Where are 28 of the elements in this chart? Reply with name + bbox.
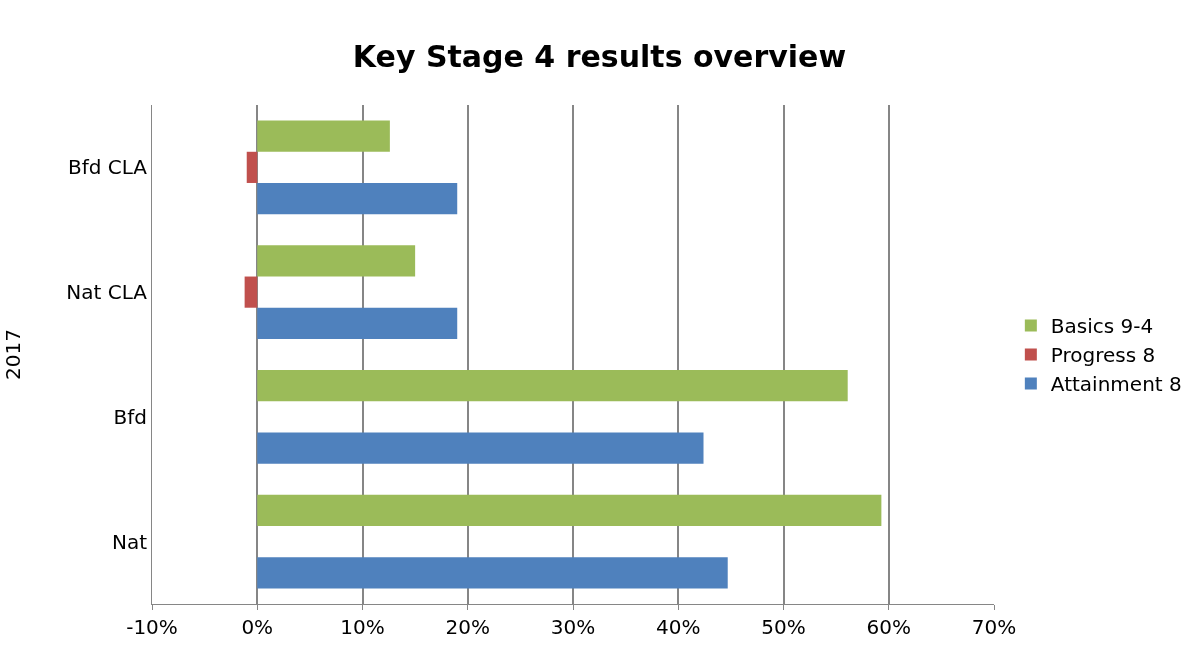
x-tick-label: 0% bbox=[241, 615, 274, 639]
x-tick-label: -10% bbox=[126, 615, 178, 639]
y-tick-label: Nat bbox=[111, 529, 148, 554]
legend-label: Attainment 8 bbox=[1050, 372, 1182, 397]
x-tick-label: 30% bbox=[550, 615, 596, 639]
x-tick-label: 40% bbox=[656, 615, 701, 639]
y-tick-label: Nat CLA bbox=[66, 280, 148, 305]
x-tick-label: 20% bbox=[445, 615, 490, 639]
x-tick-label: 10% bbox=[340, 615, 385, 639]
y-tick-label: Bfd bbox=[113, 404, 147, 429]
x-tick-label: 50% bbox=[761, 615, 806, 639]
bar bbox=[257, 120, 390, 152]
x-tick-label: 60% bbox=[866, 615, 911, 639]
bar bbox=[257, 494, 882, 527]
bar bbox=[257, 182, 458, 215]
legend-label: Basics 9-4 bbox=[1050, 314, 1154, 339]
bar bbox=[257, 557, 728, 589]
bar bbox=[257, 245, 416, 277]
legend-label: Progress 8 bbox=[1050, 343, 1156, 368]
chart-title: Key Stage 4 results overview bbox=[352, 39, 847, 75]
y-axis-title: 2017 bbox=[0, 329, 25, 380]
bar bbox=[257, 432, 704, 464]
bar bbox=[244, 276, 258, 308]
x-tick-label: 70% bbox=[971, 615, 1017, 639]
bar bbox=[257, 370, 848, 402]
bar bbox=[257, 307, 458, 339]
y-tick-label: Bfd CLA bbox=[67, 155, 148, 180]
bar bbox=[246, 151, 258, 183]
